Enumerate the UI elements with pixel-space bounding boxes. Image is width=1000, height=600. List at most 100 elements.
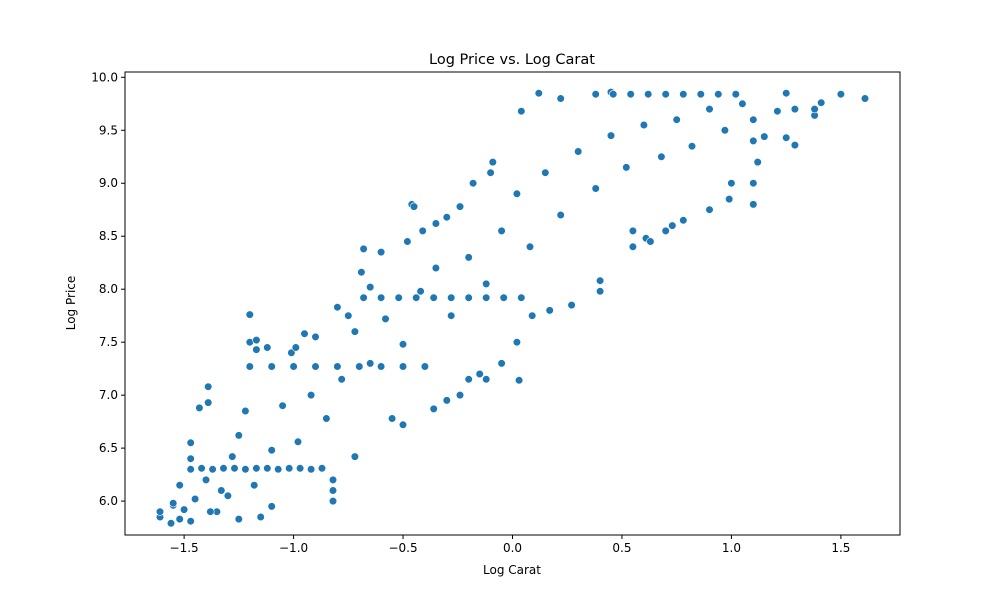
scatter-point [307,391,316,400]
scatter-point [447,311,456,320]
y-tick-label: 6.0 [99,494,118,508]
scatter-point [300,329,309,338]
scatter-point [714,90,723,99]
scatter-point [245,362,254,371]
scatter-point [350,452,360,461]
y-tick-label: 6.5 [99,441,118,455]
x-tick-label: 1.0 [722,541,741,555]
scatter-point [267,362,276,371]
scatter-point [250,481,259,490]
scatter-point [482,375,491,384]
scatter-point [263,343,272,352]
scatter-point [241,406,250,416]
scatter-point [175,481,184,490]
scatter-point [429,293,438,302]
scatter-point [497,226,506,235]
scatter-point [499,293,508,302]
scatter-point [661,90,670,99]
scatter-point [591,90,600,99]
scatter-point [278,401,287,410]
y-tick-label: 8.5 [99,229,118,243]
scatter-point [591,184,600,193]
scatter-point [252,345,261,354]
scatter-point [377,293,386,302]
scatter-point [175,514,184,524]
scatter-point [482,279,491,289]
scatter-point [687,142,697,151]
scatter-point [455,202,465,211]
scatter-point [628,242,638,251]
y-axis-ticks: 6.0 6.5 7.0 7.5 8.0 8.5 9.0 9.5 10.0 [91,70,125,508]
scatter-point [517,293,526,302]
scatter-point [705,205,714,214]
x-tick-label: 1.5 [831,541,850,555]
scatter-point [289,362,298,371]
scatter-point [409,202,419,211]
scatter-point [609,90,618,99]
scatter-point [197,464,206,473]
scatter-point [186,465,195,474]
scatter-point [219,464,228,473]
scatter-point [836,90,846,99]
scatter-point [514,376,524,385]
scatter-point [595,287,605,296]
scatter-point [464,293,473,302]
scatter-point [469,179,478,188]
scatter-point [738,99,747,108]
scatter-point [293,437,303,446]
x-tick-label: 0.5 [612,541,631,555]
scatter-point [350,327,360,336]
scatter-point [357,268,366,277]
scatter-point [790,104,800,114]
scatter-point [245,310,254,319]
scatter-point [252,336,261,345]
scatter-point [628,226,638,235]
scatter-point [287,348,296,357]
scatter-point [228,452,237,461]
scatter-point [328,497,338,506]
scatter-point [782,89,791,98]
scatter-point [525,242,535,251]
x-tick-label: −0.5 [388,541,417,555]
scatter-point [760,132,769,141]
scatter-point [442,213,451,222]
scatter-point [230,464,239,473]
scatter-point [429,404,438,414]
scatter-point [359,244,368,253]
scatter-point [337,375,346,384]
scatter-point [773,107,782,116]
scatter-point [545,306,554,315]
scatter-point [186,454,195,463]
scatter-point [388,414,397,423]
scatter-point [790,141,800,150]
scatter-point [166,519,176,528]
scatter-point [464,253,473,262]
y-tick-label: 9.0 [99,176,118,190]
y-tick-label: 7.0 [99,388,118,402]
scatter-point [668,221,677,230]
scatter-point [186,517,195,526]
scatter-point [355,362,364,371]
x-axis-ticks: −1.5 −1.0 −0.5 0.0 0.5 1.0 1.5 [170,535,850,555]
scatter-point [497,359,506,368]
scatter-point [541,168,550,177]
scatter-point [626,90,635,99]
scatter-point [204,398,213,407]
scatter-point [749,200,758,209]
scatter-point [217,486,226,495]
scatter-point [328,475,338,485]
scatter-point [366,283,375,292]
scatter-point [727,179,736,188]
scatter-point [731,90,740,99]
scatter-point [749,136,758,145]
x-tick-label: −1.0 [279,541,308,555]
scatter-point [296,464,305,473]
x-tick-label: −1.5 [170,541,199,555]
scatter-point [155,507,165,516]
scatter-point [488,158,497,167]
scatter-point [307,465,316,474]
scatter-point [344,311,353,320]
scatter-point [208,465,217,474]
scatter-point [234,431,243,440]
scatter-point [644,90,653,99]
